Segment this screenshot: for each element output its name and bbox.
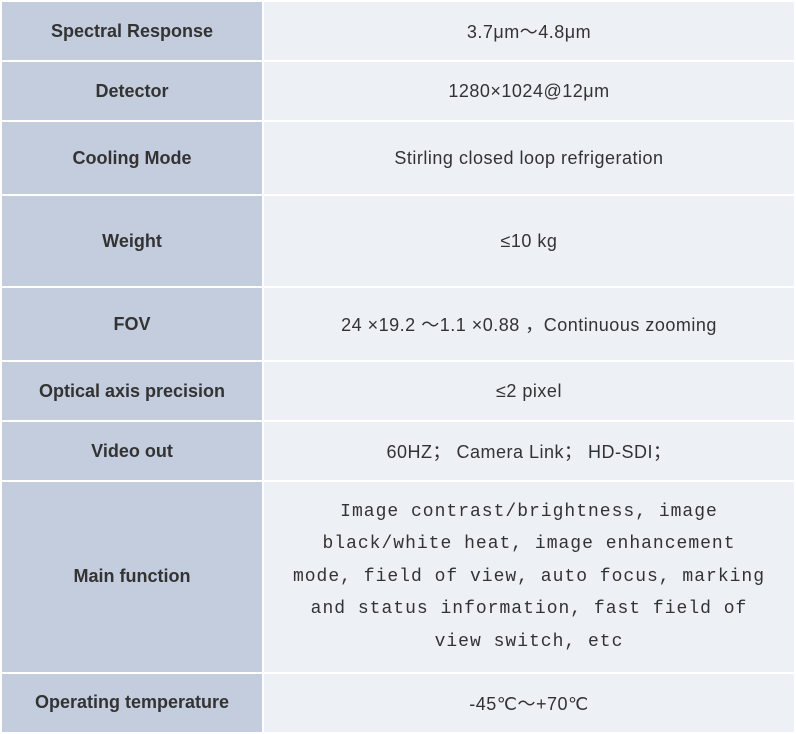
spec-label: Optical axis precision bbox=[2, 362, 262, 420]
spec-label: Video out bbox=[2, 422, 262, 480]
spec-label: Weight bbox=[2, 196, 262, 286]
table-row: Cooling ModeStirling closed loop refrige… bbox=[2, 122, 794, 194]
table-row: FOV24 ×19.2 ～1.1 ×0.88 ，Continuous zoomi… bbox=[2, 288, 794, 360]
spec-value: 24 ×19.2 ～1.1 ×0.88 ，Continuous zooming bbox=[264, 288, 794, 360]
table-row: Weight≤10 kg bbox=[2, 196, 794, 286]
spec-value: Image contrast/brightness, image black/w… bbox=[264, 482, 794, 672]
spec-table-body: Spectral Response3.7μm～4.8μmDetector1280… bbox=[2, 2, 794, 732]
spec-label: Operating temperature bbox=[2, 674, 262, 732]
spec-value: ≤2 pixel bbox=[264, 362, 794, 420]
spec-label: Detector bbox=[2, 62, 262, 120]
table-row: Operating temperature-45℃～+70℃ bbox=[2, 674, 794, 732]
spec-label: FOV bbox=[2, 288, 262, 360]
table-row: Optical axis precision≤2 pixel bbox=[2, 362, 794, 420]
spec-label: Spectral Response bbox=[2, 2, 262, 60]
spec-value: Stirling closed loop refrigeration bbox=[264, 122, 794, 194]
spec-value: -45℃～+70℃ bbox=[264, 674, 794, 732]
table-row: Spectral Response3.7μm～4.8μm bbox=[2, 2, 794, 60]
spec-table: Spectral Response3.7μm～4.8μmDetector1280… bbox=[0, 0, 796, 734]
table-row: Main functionImage contrast/brightness, … bbox=[2, 482, 794, 672]
spec-value: 1280×1024@12μm bbox=[264, 62, 794, 120]
spec-value: 60HZ； Camera Link； HD-SDI； bbox=[264, 422, 794, 480]
spec-label: Main function bbox=[2, 482, 262, 672]
spec-value: ≤10 kg bbox=[264, 196, 794, 286]
table-row: Video out60HZ； Camera Link； HD-SDI； bbox=[2, 422, 794, 480]
spec-value: 3.7μm～4.8μm bbox=[264, 2, 794, 60]
spec-label: Cooling Mode bbox=[2, 122, 262, 194]
table-row: Detector1280×1024@12μm bbox=[2, 62, 794, 120]
